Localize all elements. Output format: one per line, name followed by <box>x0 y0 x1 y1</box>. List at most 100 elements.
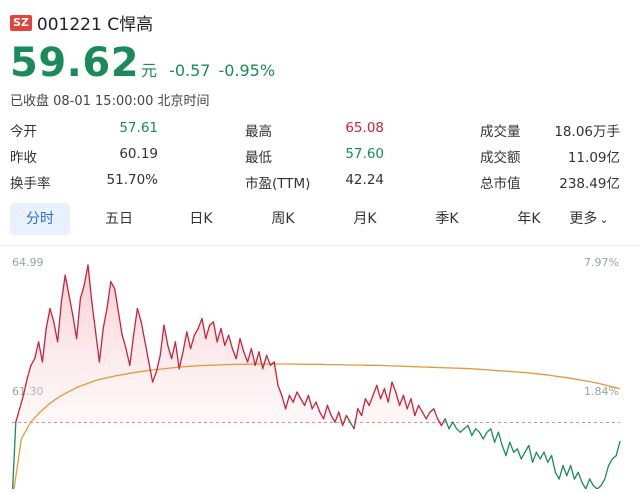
tab-quarterly-k[interactable]: 季K <box>435 211 459 227</box>
price-line-segment <box>37 341 44 363</box>
price-line-segment <box>379 388 386 400</box>
price-line-segment <box>497 431 503 447</box>
price-line-segment <box>402 394 408 410</box>
stat-label-volume: 成交量 <box>480 124 521 140</box>
stat-value-turnover: 11.09亿 <box>567 150 620 166</box>
stat-value-high: 65.08 <box>345 120 384 136</box>
price-line-segment <box>53 321 59 343</box>
price-line-segment <box>163 324 169 346</box>
price-line-segment <box>615 440 621 457</box>
tab-daily-k[interactable]: 日K <box>189 211 213 227</box>
stats-grid: 今开 57.61 最高 65.08 成交量 18.06万手 昨收 60.19 最… <box>10 117 620 195</box>
price-line-segment <box>170 341 177 360</box>
price-line-segment <box>18 394 25 410</box>
price-line-segment <box>205 324 211 340</box>
price-line-segment <box>151 371 158 383</box>
tab-five-day[interactable]: 五日 <box>105 211 133 227</box>
price-line-segment <box>436 418 443 427</box>
price-line-segment <box>288 394 294 403</box>
price-line-segment <box>300 398 306 407</box>
price-line-segment <box>284 394 291 410</box>
market-status: 已收盘 08-01 15:00:00 北京时间 <box>10 94 210 109</box>
price-line-segment <box>129 334 135 366</box>
stat-label-open: 今开 <box>10 124 37 140</box>
price-line-segment <box>22 378 28 397</box>
price-area-fill <box>12 265 620 423</box>
price-line-segment <box>322 404 329 420</box>
price-line-segment <box>414 404 420 417</box>
price-line-segment <box>155 354 161 373</box>
price-line-segment <box>482 431 488 440</box>
price-line-segment <box>345 414 351 423</box>
price-line-segment <box>41 327 47 363</box>
tab-intraday[interactable]: 分时 <box>10 203 70 235</box>
price-line-segment <box>87 264 93 303</box>
tab-yearly-k[interactable]: 年K <box>517 211 541 227</box>
price-line-segment <box>72 314 78 340</box>
price-line-segment <box>136 307 142 323</box>
price-line-segment <box>417 404 424 413</box>
price-line-segment <box>212 321 218 343</box>
price-line-segment <box>528 444 534 463</box>
price-line-segment <box>577 471 583 483</box>
price-line-segment <box>75 297 82 340</box>
price-line-segment <box>269 361 275 366</box>
price-line-segment <box>45 307 51 330</box>
y-label-right-top: 7.97% <box>584 256 619 269</box>
price-line-segment <box>398 394 405 407</box>
price-line-segment <box>110 281 116 290</box>
price-line-segment <box>501 444 507 457</box>
price-line-segment <box>83 264 89 286</box>
price-line-segment <box>265 354 272 366</box>
price-line-segment <box>505 441 511 457</box>
tab-weekly-k[interactable]: 周K <box>271 211 295 227</box>
price-line-segment <box>201 317 207 340</box>
y-label-left-top: 64.99 <box>12 256 44 269</box>
tab-more[interactable]: 更多 ⌄ <box>554 203 624 235</box>
stat-value-low: 57.60 <box>345 146 384 162</box>
price-line-segment <box>250 347 256 366</box>
price-line-segment <box>596 485 602 490</box>
stat-label-low: 最低 <box>245 150 272 166</box>
price-line-segment <box>547 454 553 463</box>
price-line-segment <box>34 341 40 360</box>
stat-value-turnover-rate: 51.70% <box>106 172 158 188</box>
price-line-segment <box>391 381 397 393</box>
price-line-segment <box>144 341 150 363</box>
price-line-segment <box>425 411 431 420</box>
price-unit: 元 <box>141 61 158 80</box>
price-line-segment <box>319 411 325 420</box>
price-line-segment <box>311 401 317 410</box>
price-line-segment <box>254 351 260 366</box>
price-line-segment <box>296 391 302 400</box>
price-line-segment <box>30 357 36 366</box>
price-line-segment <box>429 408 435 413</box>
price-line-segment <box>117 311 123 336</box>
stat-label-market-cap: 总市值 <box>480 176 521 192</box>
price-line-segment <box>395 391 401 407</box>
price-line-segment <box>79 284 85 300</box>
chart-period-tabs: 分时 五日 日K 周K 月K 季K 年K 更多 ⌄ <box>10 203 630 235</box>
price-line-segment <box>600 478 606 487</box>
price-line-segment <box>353 408 359 430</box>
price-line-segment <box>239 337 245 353</box>
price-line-segment <box>376 384 382 400</box>
price-line-segment <box>277 384 283 397</box>
price-line-segment <box>98 327 104 363</box>
price-line-segment <box>174 341 180 370</box>
intraday-chart[interactable]: 64.99 61.30 7.97% 1.84% <box>0 245 640 493</box>
price-line-segment <box>186 331 192 350</box>
price-line-segment <box>338 411 344 427</box>
stat-label-turnover: 成交额 <box>480 150 521 166</box>
price-line-segment <box>478 431 484 440</box>
price-line-segment <box>60 274 66 303</box>
price-line-segment <box>231 347 237 360</box>
price-line-segment <box>182 331 188 353</box>
stat-value-pe-ttm: 42.24 <box>345 172 384 188</box>
price-line-segment <box>486 428 492 433</box>
price-line-segment <box>531 451 538 463</box>
tab-monthly-k[interactable]: 月K <box>353 211 377 227</box>
price-line-segment <box>455 428 462 433</box>
price-line-segment <box>132 307 139 336</box>
price-line-segment <box>246 347 253 363</box>
